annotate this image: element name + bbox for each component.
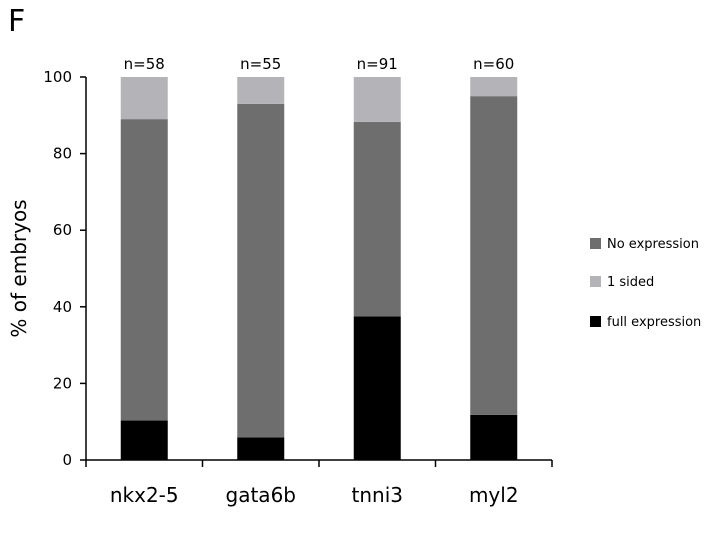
sample-size-label: n=55 [240, 55, 281, 73]
bar-segment-1-sided [353, 77, 401, 122]
bar-segment-1-sided [237, 77, 285, 104]
x-category-label: gata6b [226, 483, 296, 507]
sample-size-label: n=91 [357, 55, 398, 73]
legend-swatch [590, 238, 601, 249]
legend-label: No expression [607, 237, 699, 252]
panel-label: F [8, 4, 26, 39]
y-tick-label: 80 [53, 145, 72, 163]
y-tick-label: 100 [43, 68, 72, 86]
bar-segment-full-expression [353, 316, 401, 460]
legend-label: full expression [607, 315, 701, 330]
y-tick-label: 60 [53, 221, 72, 239]
labels: nkx2-5 n=58 gata6b n=55 tnni3 n=91 myl2 n=60 [110, 55, 519, 507]
x-category-label: myl2 [469, 483, 519, 507]
legend-swatch [590, 276, 601, 287]
legend-swatch [590, 316, 601, 327]
x-category-label: tnni3 [352, 483, 403, 507]
bar-segment-no-expression [353, 121, 401, 317]
bar-segment-no-expression [237, 103, 285, 438]
legend-label: 1 sided [607, 275, 654, 290]
bar-segment-full-expression [120, 420, 168, 460]
y-tick-label: 0 [62, 451, 72, 469]
bar-segment-1-sided [120, 77, 168, 120]
y-axis-label: % of embryos [7, 199, 31, 337]
bars [120, 77, 518, 460]
sample-size-label: n=60 [473, 55, 514, 73]
y-tick-label: 20 [53, 374, 72, 392]
axes: 0 20 40 60 80 100 % of embryos [7, 68, 553, 469]
sample-size-label: n=58 [124, 55, 165, 73]
bar-segment-1-sided [470, 77, 518, 97]
y-tick-label: 40 [53, 298, 72, 316]
bar-segment-full-expression [470, 414, 518, 460]
x-category-label: nkx2-5 [110, 483, 179, 507]
bar-segment-no-expression [470, 96, 518, 415]
bar-segment-full-expression [237, 437, 285, 460]
bar-segment-no-expression [120, 119, 168, 421]
legend: No expression 1 sided full expression [590, 237, 701, 330]
